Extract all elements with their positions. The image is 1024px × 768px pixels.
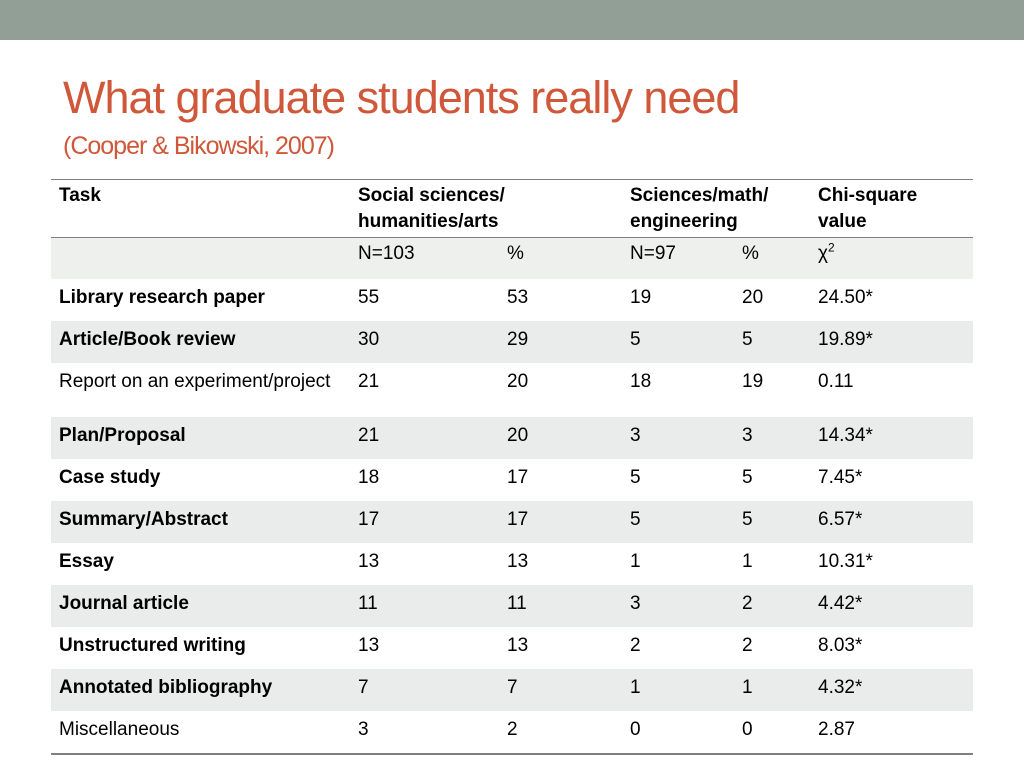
cell-social-n: 13 <box>350 543 499 585</box>
cell-chi-square: 4.32* <box>810 669 973 711</box>
subheader-n-sciences: N=97 <box>622 237 734 279</box>
table-row: Miscellaneous 3 2 0 0 2.87 <box>51 711 973 754</box>
cell-chi-square: 19.89* <box>810 321 973 363</box>
header-task: Task <box>51 179 350 238</box>
cell-sciences-n: 1 <box>622 543 734 585</box>
cell-sciences-n: 3 <box>622 585 734 627</box>
slide-title: What graduate students really need <box>63 72 740 123</box>
cell-social-n: 13 <box>350 627 499 669</box>
subheader-n-social: N=103 <box>350 237 499 279</box>
cell-social-pct: 17 <box>499 501 622 543</box>
cell-social-pct: 7 <box>499 669 622 711</box>
chi-symbol: χ <box>818 243 828 264</box>
cell-sciences-pct: 2 <box>734 585 810 627</box>
cell-social-pct: 20 <box>499 417 622 459</box>
cell-sciences-n: 5 <box>622 501 734 543</box>
cell-task: Report on an experiment/project <box>51 363 350 417</box>
writing-tasks-table: Task Social sciences/ humanities/arts Sc… <box>51 179 973 755</box>
cell-social-n: 30 <box>350 321 499 363</box>
table-subheader-row: N=103 % N=97 % χ2 <box>51 237 973 279</box>
cell-sciences-pct: 0 <box>734 711 810 754</box>
cell-sciences-n: 3 <box>622 417 734 459</box>
cell-social-pct: 13 <box>499 627 622 669</box>
cell-social-n: 3 <box>350 711 499 754</box>
cell-task: Article/Book review <box>51 321 350 363</box>
cell-sciences-pct: 5 <box>734 501 810 543</box>
cell-social-pct: 13 <box>499 543 622 585</box>
cell-task: Annotated bibliography <box>51 669 350 711</box>
header-sciences: Sciences/math/ engineering <box>622 179 810 238</box>
header-chi-square: Chi-square value <box>810 179 973 238</box>
cell-sciences-pct: 2 <box>734 627 810 669</box>
table-row: Unstructured writing 13 13 2 2 8.03* <box>51 627 973 669</box>
cell-sciences-pct: 1 <box>734 669 810 711</box>
cell-sciences-n: 0 <box>622 711 734 754</box>
slide-subtitle: (Cooper & Bikowski, 2007) <box>63 132 335 160</box>
top-band <box>0 0 1024 40</box>
cell-chi-square: 2.87 <box>810 711 973 754</box>
cell-task: Journal article <box>51 585 350 627</box>
cell-sciences-pct: 19 <box>734 363 810 417</box>
cell-social-n: 11 <box>350 585 499 627</box>
table-row: Article/Book review 30 29 5 5 19.89* <box>51 321 973 363</box>
cell-social-n: 21 <box>350 417 499 459</box>
chi-superscript: 2 <box>827 240 835 255</box>
cell-sciences-n: 1 <box>622 669 734 711</box>
cell-social-n: 18 <box>350 459 499 501</box>
cell-sciences-n: 5 <box>622 459 734 501</box>
header-social-sciences: Social sciences/ humanities/arts <box>350 179 622 238</box>
table-row: Plan/Proposal 21 20 3 3 14.34* <box>51 417 973 459</box>
cell-social-pct: 11 <box>499 585 622 627</box>
cell-social-pct: 29 <box>499 321 622 363</box>
subheader-pct-sciences: % <box>734 237 810 279</box>
cell-social-n: 55 <box>350 279 499 321</box>
cell-social-pct: 20 <box>499 363 622 417</box>
cell-sciences-n: 19 <box>622 279 734 321</box>
cell-sciences-n: 18 <box>622 363 734 417</box>
cell-chi-square: 8.03* <box>810 627 973 669</box>
cell-chi-square: 6.57* <box>810 501 973 543</box>
table-header-row: Task Social sciences/ humanities/arts Sc… <box>51 179 973 238</box>
cell-task: Summary/Abstract <box>51 501 350 543</box>
table-row: Report on an experiment/project 21 20 18 19 0… <box>51 363 973 417</box>
cell-chi-square: 4.42* <box>810 585 973 627</box>
table-row: Annotated bibliography 7 7 1 1 4.32* <box>51 669 973 711</box>
cell-chi-square: 24.50* <box>810 279 973 321</box>
cell-chi-square: 10.31* <box>810 543 973 585</box>
table-row: Essay 13 13 1 1 10.31* <box>51 543 973 585</box>
subheader-chi-symbol: χ2 <box>810 237 973 279</box>
cell-task: Library research paper <box>51 279 350 321</box>
cell-social-n: 7 <box>350 669 499 711</box>
cell-sciences-pct: 5 <box>734 321 810 363</box>
cell-sciences-n: 5 <box>622 321 734 363</box>
cell-task: Miscellaneous <box>51 711 350 754</box>
cell-chi-square: 0.11 <box>810 363 973 417</box>
cell-sciences-pct: 3 <box>734 417 810 459</box>
cell-sciences-pct: 5 <box>734 459 810 501</box>
cell-social-pct: 2 <box>499 711 622 754</box>
cell-task: Essay <box>51 543 350 585</box>
table-row: Summary/Abstract 17 17 5 5 6.57* <box>51 501 973 543</box>
cell-chi-square: 7.45* <box>810 459 973 501</box>
cell-sciences-pct: 20 <box>734 279 810 321</box>
cell-social-pct: 53 <box>499 279 622 321</box>
subheader-pct-social: % <box>499 237 622 279</box>
cell-sciences-pct: 1 <box>734 543 810 585</box>
table-row: Journal article 11 11 3 2 4.42* <box>51 585 973 627</box>
table-row: Library research paper 55 53 19 20 24.50* <box>51 279 973 321</box>
cell-social-n: 21 <box>350 363 499 417</box>
cell-task: Case study <box>51 459 350 501</box>
subheader-blank <box>51 237 350 279</box>
cell-task: Plan/Proposal <box>51 417 350 459</box>
table-body: Library research paper 55 53 19 20 24.50* Arti… <box>51 279 973 754</box>
table-row: Case study 18 17 5 5 7.45* <box>51 459 973 501</box>
cell-sciences-n: 2 <box>622 627 734 669</box>
cell-social-n: 17 <box>350 501 499 543</box>
cell-chi-square: 14.34* <box>810 417 973 459</box>
cell-social-pct: 17 <box>499 459 622 501</box>
cell-task: Unstructured writing <box>51 627 350 669</box>
